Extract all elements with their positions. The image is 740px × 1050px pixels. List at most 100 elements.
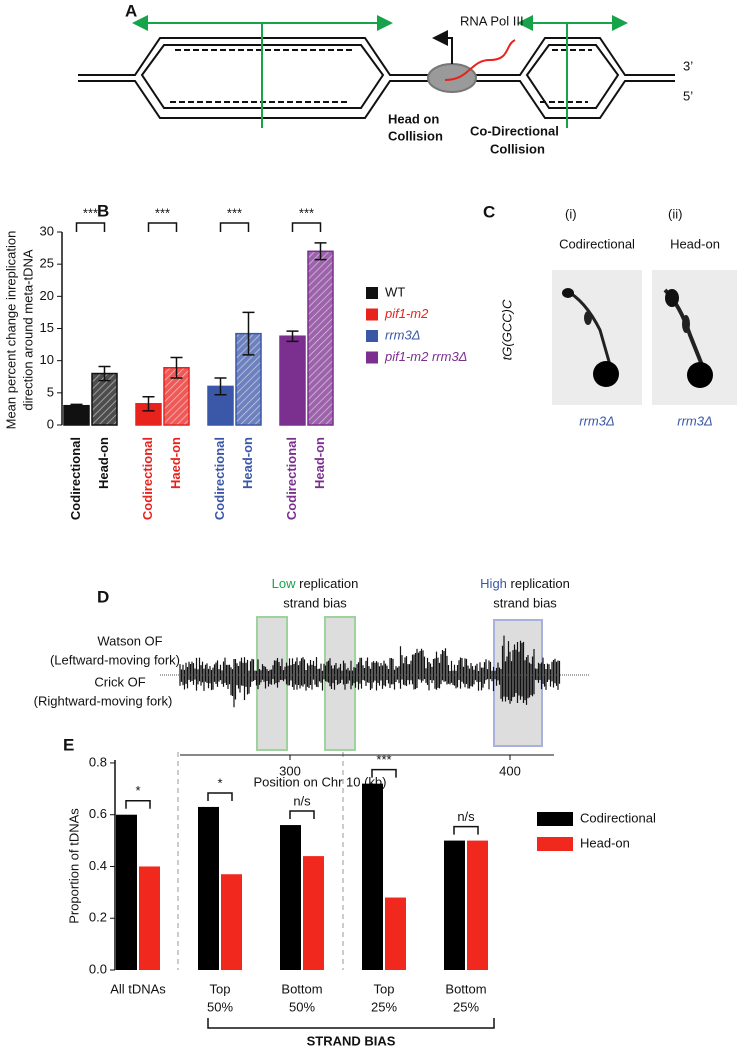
x-tick-label: Haed-on (168, 437, 183, 489)
signal-track (179, 635, 561, 708)
bar (307, 250, 334, 426)
error-bar (70, 403, 83, 408)
significance-label: n/s (457, 809, 475, 824)
condition-label: (i) (565, 206, 577, 221)
error-bar (142, 395, 155, 412)
x-tick-label: Bottom (445, 981, 486, 996)
bar (116, 814, 137, 970)
x-tick-label: Bottom (281, 981, 322, 996)
legend-label: WT (385, 284, 405, 299)
significance-bracket (371, 768, 397, 778)
x-tick-label: 25% (453, 999, 479, 1014)
collision-label: Co-Directional (470, 123, 559, 138)
panel-label: B (97, 201, 109, 220)
legend-swatch (366, 287, 378, 299)
y-tick-label: 0.6 (89, 806, 107, 821)
bias-label: Low replication (272, 576, 359, 591)
x-tick-label: Codirectional (140, 437, 155, 520)
bias-label: strand bias (493, 595, 557, 610)
bar (221, 874, 242, 970)
bar (139, 866, 160, 970)
x-tick-label: Codirectional (284, 437, 299, 520)
significance-bracket (289, 810, 315, 820)
bias-word: High (480, 576, 507, 591)
error-bar (286, 330, 299, 343)
x-tick-label: 300 (279, 763, 301, 778)
orientation-label: Codirectional (559, 236, 635, 251)
gel-images (552, 270, 737, 405)
track-label: (Rightward-moving fork) (34, 693, 173, 708)
bar (385, 897, 406, 970)
x-tick-label: Head-on (312, 437, 327, 489)
significance-bracket (125, 799, 151, 809)
legend-label: pif1-m2 rrm3Δ (384, 349, 467, 364)
legend-swatch (537, 837, 573, 851)
x-tick-label: Top (374, 981, 395, 996)
error-bar (314, 242, 327, 261)
replication-diagram (78, 15, 675, 128)
collision-label: Collision (490, 141, 545, 156)
significance-bracket (453, 825, 479, 835)
bar (467, 840, 488, 970)
y-tick-label: 0.4 (89, 858, 107, 873)
legend-label: rrm3Δ (385, 327, 420, 342)
group-bracket (207, 1018, 495, 1029)
bar (198, 806, 219, 970)
track-label: Watson OF (97, 633, 162, 648)
x-tick-label: 50% (289, 999, 315, 1014)
significance-label: *** (299, 205, 314, 220)
x-tick-label: 50% (207, 999, 233, 1014)
y-axis-title: Proportion of tDNAs (66, 808, 81, 924)
y-axis-title: direction around meta-tDNA (20, 249, 35, 410)
panel-label: A (125, 1, 137, 20)
significance-label: *** (155, 205, 170, 220)
bias-word: replication (299, 576, 358, 591)
significance-bracket (147, 222, 178, 232)
y-tick-label: 0 (47, 416, 54, 431)
legend-label: Codirectional (580, 810, 656, 825)
y-tick-label: 5 (47, 384, 54, 399)
significance-bracket (75, 222, 106, 232)
significance-label: n/s (293, 793, 311, 808)
collision-label: Head on (388, 111, 439, 126)
bias-word: Low (272, 576, 296, 591)
x-tick-label: Top (210, 981, 231, 996)
bar (279, 335, 306, 426)
bar (444, 840, 465, 970)
panel-label: E (63, 735, 74, 754)
legend-swatch (537, 812, 573, 826)
orientation-label: Head-on (670, 236, 720, 251)
significance-bracket (291, 222, 322, 232)
polymerase-label: RNA Pol III (460, 13, 524, 28)
error-bar (170, 356, 183, 379)
error-bar (98, 365, 111, 382)
y-tick-label: 0.8 (89, 754, 107, 769)
x-tick-label: Head-on (96, 437, 111, 489)
x-tick-label: 400 (499, 763, 521, 778)
x-tick-label: All tDNAs (110, 981, 166, 996)
legend-swatch (366, 330, 378, 342)
collision-label: Collision (388, 128, 443, 143)
y-tick-label: 15 (40, 320, 54, 335)
legend-label: pif1-m2 (384, 306, 429, 321)
x-tick-label: Head-on (240, 437, 255, 489)
strand-end: 3’ (683, 58, 693, 73)
error-bar (214, 377, 227, 396)
error-bar (242, 311, 255, 356)
y-tick-label: 0.0 (89, 961, 107, 976)
condition-label: (ii) (668, 206, 682, 221)
separators (177, 752, 344, 970)
significance-bracket (207, 792, 233, 801)
y-tick-label: 30 (40, 223, 54, 238)
x-tick-label: Codirectional (212, 437, 227, 520)
strain-label: rrm3Δ (677, 413, 712, 428)
significance-label: * (217, 775, 222, 790)
group-label: STRAND BIAS (307, 1033, 396, 1048)
bar (235, 332, 262, 426)
y-axis-title: Mean percent change inreplication (3, 231, 18, 430)
bar (303, 856, 324, 970)
significance-label: *** (227, 205, 242, 220)
bar (63, 404, 90, 426)
y-tick-label: 20 (40, 288, 54, 303)
